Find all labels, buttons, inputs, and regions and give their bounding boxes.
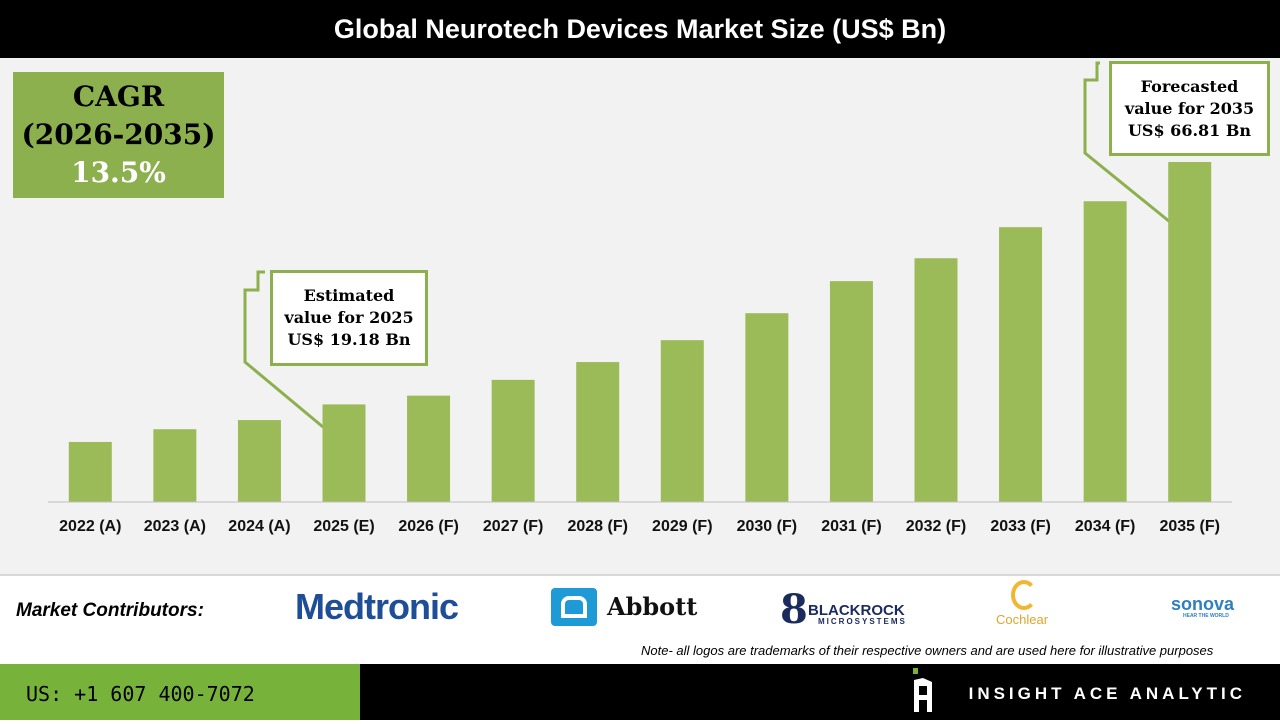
callout-text: Forecasted xyxy=(1140,77,1239,96)
cagr-box: CAGR (2026-2035) 13.5% xyxy=(13,72,224,198)
insight-ace-logo-icon xyxy=(913,668,932,712)
medtronic-logo: Medtronic xyxy=(295,586,459,627)
callout-text: Estimated xyxy=(303,286,395,305)
x-tick-label: 2022 (A) xyxy=(59,518,121,535)
callout-text: value for 2025 xyxy=(284,308,414,327)
x-tick-label: 2028 (F) xyxy=(567,518,627,535)
x-tick-label: 2026 (F) xyxy=(398,518,458,535)
bar xyxy=(576,362,620,502)
bar xyxy=(829,281,873,502)
callout-text: US$ 19.18 Bn xyxy=(287,330,411,349)
cochlear-logo: Cochlear xyxy=(996,612,1049,627)
cagr-value: 13.5% xyxy=(71,156,166,189)
bar xyxy=(660,340,704,502)
bar xyxy=(745,313,789,502)
x-tick-label: 2030 (F) xyxy=(737,518,797,535)
blackrock-icon: 8 xyxy=(780,586,808,633)
cochlear-icon xyxy=(1011,580,1037,610)
bar xyxy=(407,395,451,502)
phone-number: US: +1 607 400-7072 xyxy=(0,664,360,720)
footer-bar xyxy=(360,664,1280,720)
bar xyxy=(1083,201,1127,503)
x-tick-label: 2031 (F) xyxy=(821,518,881,535)
trademark-note: Note- all logos are trademarks of their … xyxy=(641,643,1214,658)
cagr-label: CAGR xyxy=(72,80,165,113)
estimated-callout: Estimated value for 2025 US$ 19.18 Bn xyxy=(270,270,428,366)
sonova-tagline: HEAR THE WORLD xyxy=(1183,613,1229,619)
sonova-logo: sonova xyxy=(1171,594,1235,614)
x-tick-label: 2032 (F) xyxy=(906,518,966,535)
bar xyxy=(237,420,281,502)
x-tick-label: 2025 (E) xyxy=(313,518,374,535)
blackrock-sub: MICROSYSTEMS xyxy=(818,617,907,626)
callout-text: value for 2035 xyxy=(1124,99,1255,118)
x-tick-label: 2029 (F) xyxy=(652,518,712,535)
x-tick-label: 2034 (F) xyxy=(1075,518,1135,535)
x-tick-label: 2035 (F) xyxy=(1159,518,1219,535)
chart-title: Global Neurotech Devices Market Size (US… xyxy=(0,0,1280,58)
x-tick-label: 2024 (A) xyxy=(228,518,290,535)
abbott-logo: Abbott xyxy=(607,592,698,621)
bar xyxy=(999,227,1043,502)
forecasted-connector xyxy=(1083,61,1171,224)
bar xyxy=(322,404,366,502)
bar xyxy=(153,429,197,502)
brand-name: INSIGHT ACE ANALYTIC xyxy=(968,684,1246,703)
x-tick-label: 2023 (A) xyxy=(144,518,206,535)
abbott-icon xyxy=(551,588,597,626)
bar xyxy=(491,379,535,502)
x-tick-label: 2027 (F) xyxy=(483,518,543,535)
bar xyxy=(914,258,958,502)
contributors-label: Market Contributors: xyxy=(16,600,204,621)
callout-text: US$ 66.81 Bn xyxy=(1127,121,1252,140)
bar-chart: 2022 (A) 2023 (A) 2024 (A) 2025 (E) 2026 (F)… xyxy=(48,61,1232,535)
forecasted-callout: Forecasted value for 2035 US$ 66.81 Bn xyxy=(1109,61,1270,156)
x-tick-label: 2033 (F) xyxy=(990,518,1050,535)
bar xyxy=(1168,162,1212,502)
bar xyxy=(68,441,112,502)
cagr-period: (2026-2035) xyxy=(21,118,216,151)
blackrock-logo: BLACKROCK xyxy=(808,602,905,619)
estimated-connector xyxy=(243,270,324,429)
